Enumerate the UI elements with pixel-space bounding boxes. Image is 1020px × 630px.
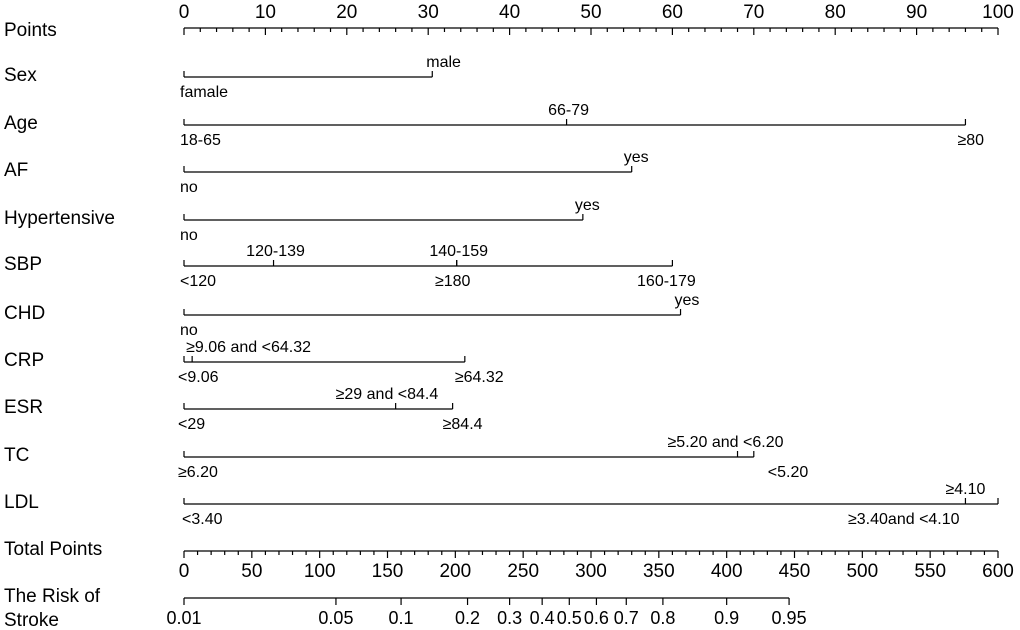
points-axis-tick-label: 30 xyxy=(418,2,439,23)
row-label-sbp: SBP xyxy=(4,254,42,275)
level-label-chd: no xyxy=(180,322,198,339)
total-points-axis-tick-label: 600 xyxy=(982,561,1014,582)
total-points-axis-tick-label: 350 xyxy=(643,561,675,582)
points-axis-tick-label: 80 xyxy=(825,2,846,23)
level-label-sbp: 120-139 xyxy=(246,243,305,260)
points-axis-tick-label: 0 xyxy=(179,2,190,23)
total-points-axis-tick-label: 550 xyxy=(914,561,946,582)
level-label-esr: <29 xyxy=(178,416,205,433)
total-points-axis-tick-label: 400 xyxy=(711,561,743,582)
total-points-axis-tick-label: 450 xyxy=(779,561,811,582)
level-label-hypertensive: yes xyxy=(575,197,600,214)
total-points-axis-tick-label: 100 xyxy=(304,561,336,582)
risk-axis-tick-label: 0.05 xyxy=(318,608,353,628)
row-label-af: AF xyxy=(4,160,28,181)
points-axis-tick-label: 20 xyxy=(336,2,357,23)
level-label-crp: ≥64.32 xyxy=(455,369,504,386)
level-label-tc: <5.20 xyxy=(768,464,809,481)
row-label-tc: TC xyxy=(4,445,29,466)
risk-axis-tick-label: 0.8 xyxy=(650,608,675,628)
risk-axis-tick-label: 0.2 xyxy=(455,608,480,628)
level-label-age: ≥80 xyxy=(957,132,984,149)
level-label-age: 18-65 xyxy=(180,132,221,149)
risk-axis-label: Stroke xyxy=(4,610,59,630)
points-axis-label: Points xyxy=(4,20,57,41)
risk-axis-tick-label: 0.95 xyxy=(772,608,807,628)
points-axis-tick-label: 60 xyxy=(662,2,683,23)
row-label-sex: Sex xyxy=(4,65,37,86)
row-label-chd: CHD xyxy=(4,303,45,324)
risk-axis-label: The Risk of xyxy=(4,586,101,607)
total-points-axis-tick-label: 500 xyxy=(846,561,878,582)
level-label-esr: ≥84.4 xyxy=(443,416,483,433)
level-label-sex: famale xyxy=(180,84,228,101)
total-points-axis-label: Total Points xyxy=(4,539,102,560)
points-axis-tick-label: 100 xyxy=(982,2,1014,23)
level-label-crp: ≥9.06 and <64.32 xyxy=(186,339,311,356)
level-label-sbp: <120 xyxy=(180,273,216,290)
total-points-axis-tick-label: 50 xyxy=(241,561,262,582)
level-label-af: yes xyxy=(624,149,649,166)
level-label-sbp: 160-179 xyxy=(637,273,696,290)
risk-axis-tick-label: 0.9 xyxy=(714,608,739,628)
level-label-hypertensive: no xyxy=(180,227,198,244)
total-points-axis-tick-label: 0 xyxy=(179,561,190,582)
level-label-sbp: 140-159 xyxy=(429,243,488,260)
total-points-axis-tick-label: 150 xyxy=(372,561,404,582)
points-axis-tick-label: 70 xyxy=(743,2,764,23)
points-axis-tick-label: 50 xyxy=(580,2,601,23)
level-label-af: no xyxy=(180,179,198,196)
level-label-tc: ≥6.20 xyxy=(178,464,218,481)
points-axis-tick-label: 10 xyxy=(255,2,276,23)
total-points-axis-tick-label: 250 xyxy=(507,561,539,582)
total-points-axis-tick-label: 300 xyxy=(575,561,607,582)
level-label-chd: yes xyxy=(675,292,700,309)
risk-axis-tick-label: 0.01 xyxy=(166,608,201,628)
risk-axis-tick-label: 0.5 xyxy=(557,608,582,628)
points-axis-tick-label: 90 xyxy=(906,2,927,23)
level-label-ldl: ≥3.40and <4.10 xyxy=(848,511,960,528)
row-label-esr: ESR xyxy=(4,397,43,418)
level-label-sex: male xyxy=(426,54,461,71)
row-label-ldl: LDL xyxy=(4,492,39,513)
risk-axis-tick-label: 0.7 xyxy=(614,608,639,628)
level-label-tc: ≥5.20 and <6.20 xyxy=(668,434,784,451)
row-label-hypertensive: Hypertensive xyxy=(4,208,115,229)
level-label-ldl: <3.40 xyxy=(182,511,223,528)
row-label-age: Age xyxy=(4,113,38,134)
level-label-ldl: ≥4.10 xyxy=(945,481,985,498)
risk-axis-tick-label: 0.1 xyxy=(389,608,414,628)
points-axis-tick-label: 40 xyxy=(499,2,520,23)
row-label-crp: CRP xyxy=(4,350,44,371)
risk-axis-tick-label: 0.6 xyxy=(584,608,609,628)
level-label-sbp: ≥180 xyxy=(435,273,471,290)
level-label-age: 66-79 xyxy=(548,102,589,119)
total-points-axis-tick-label: 200 xyxy=(439,561,471,582)
level-label-crp: <9.06 xyxy=(178,369,219,386)
risk-axis-tick-label: 0.4 xyxy=(530,608,555,628)
level-label-esr: ≥29 and <84.4 xyxy=(336,386,439,403)
risk-axis-tick-label: 0.3 xyxy=(497,608,522,628)
